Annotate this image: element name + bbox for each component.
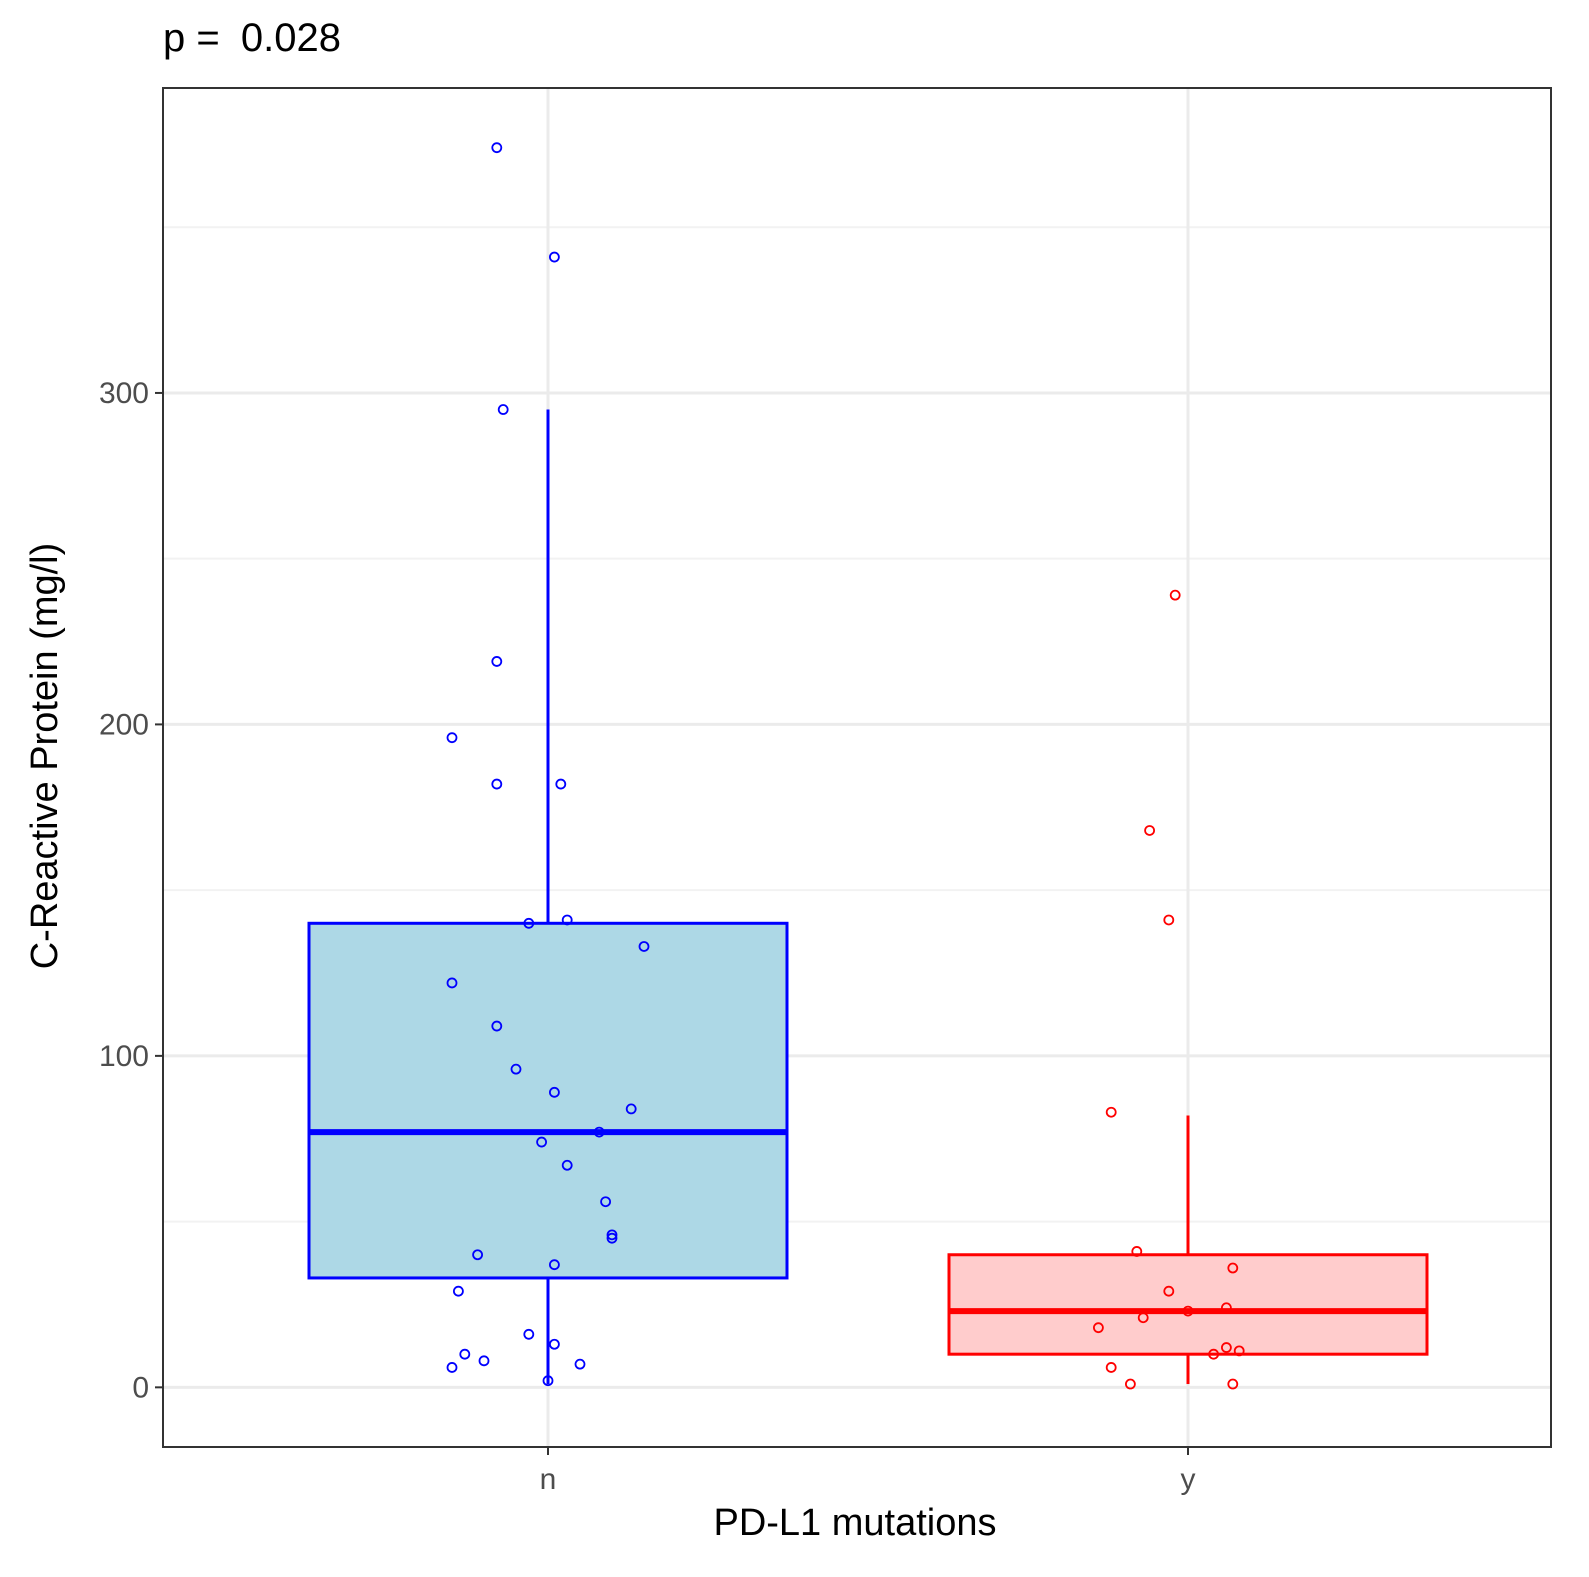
y-tick-label: 0 [132, 1371, 149, 1404]
data-point [1221, 1302, 1232, 1314]
data-point [549, 251, 560, 263]
data-point [491, 142, 503, 154]
data-point [561, 1159, 573, 1171]
data-point [1163, 1285, 1175, 1297]
data-point [491, 656, 503, 667]
data-point [452, 1285, 464, 1297]
data-point [638, 941, 650, 952]
data-point [625, 1103, 637, 1115]
data-point [606, 1229, 618, 1241]
data-point [1227, 1378, 1239, 1390]
data-point [1227, 1262, 1239, 1274]
data-point [1093, 1322, 1104, 1334]
data-point [555, 778, 567, 790]
box-layer [307, 409, 1429, 1385]
p-value-number: 0.028 [241, 16, 341, 60]
data-point [1208, 1348, 1219, 1360]
data-point [1105, 1362, 1117, 1373]
y-tick-label: 300 [99, 377, 149, 410]
y-axis-title: C-Reactive Protein (mg/l) [24, 543, 66, 970]
data-point [1105, 1106, 1117, 1118]
data-point [600, 1196, 611, 1208]
data-point [491, 778, 503, 790]
data-point [606, 1232, 618, 1244]
box-n [307, 921, 789, 1280]
data-point [549, 1338, 560, 1350]
data-point [491, 1020, 503, 1032]
y-tick-label: 200 [99, 708, 149, 741]
data-point [1182, 1305, 1194, 1317]
data-point [542, 1375, 554, 1387]
data-point [1144, 825, 1155, 836]
data-point [510, 1063, 522, 1075]
data-point [1233, 1345, 1245, 1357]
data-point [497, 404, 509, 415]
tick-layer: 0 100 200 300 n y [99, 377, 1196, 1496]
data-point [446, 732, 458, 744]
p-value-label: p = [163, 16, 231, 60]
box-y [947, 1253, 1429, 1356]
data-point [1163, 914, 1175, 926]
data-point [549, 1086, 560, 1098]
data-point [1125, 1378, 1136, 1390]
point-layer [446, 142, 1245, 1390]
x-tick-label: n [540, 1463, 557, 1496]
data-point [561, 914, 573, 926]
data-point [549, 1259, 560, 1271]
x-axis-title: PD-L1 mutations [713, 1502, 996, 1544]
data-point [523, 1328, 535, 1340]
data-point [536, 1136, 547, 1148]
data-point [1221, 1342, 1232, 1353]
x-tick-label: y [1181, 1463, 1196, 1496]
data-point [523, 917, 535, 929]
plot-panel-border [162, 87, 1552, 1448]
data-point [1137, 1312, 1149, 1324]
data-point [459, 1348, 471, 1360]
data-point [446, 1362, 458, 1373]
data-point [1131, 1246, 1143, 1257]
data-point [478, 1355, 490, 1367]
p-value-subtitle: p = 0.028 [163, 16, 341, 60]
y-tick-label: 100 [99, 1040, 149, 1073]
data-point [574, 1358, 586, 1370]
data-point [593, 1126, 605, 1138]
data-point [472, 1249, 484, 1261]
data-point [446, 977, 458, 989]
data-point [1169, 589, 1181, 601]
